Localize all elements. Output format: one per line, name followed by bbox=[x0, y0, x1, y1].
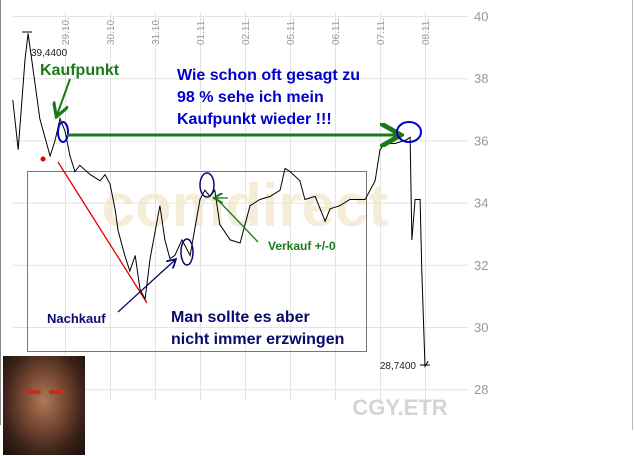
y-axis-labels: 28 30 32 34 36 38 40 bbox=[474, 9, 488, 397]
avatar-eye bbox=[49, 390, 65, 394]
verkauf-line bbox=[215, 197, 259, 243]
y-tick-label: 38 bbox=[474, 71, 488, 86]
x-tick-label: 08.11. bbox=[421, 18, 432, 45]
x-tick-label: 02.11. bbox=[241, 18, 252, 45]
x-tick-label: 07.11. bbox=[376, 18, 387, 45]
x-tick-label: 05.11. bbox=[286, 18, 297, 45]
x-tick-label: 01.11. bbox=[196, 18, 207, 45]
y-tick-label: 30 bbox=[474, 320, 488, 335]
kaufpunkt-label: Kaufpunkt bbox=[40, 62, 120, 79]
avatar bbox=[3, 356, 85, 455]
x-tick-label: 06.11. bbox=[331, 18, 342, 45]
box-annotation-line1: Man sollte es aber bbox=[171, 309, 310, 326]
target-circle bbox=[396, 121, 422, 143]
symbol-label: CGY.ETR bbox=[352, 395, 447, 420]
y-tick-label: 28 bbox=[474, 382, 488, 397]
annotation-box bbox=[27, 171, 367, 352]
nachkauf-circle bbox=[180, 238, 194, 266]
main-annotation-line1: Wie schon oft gesagt zu bbox=[177, 67, 360, 84]
verkauf-circle bbox=[199, 172, 215, 198]
red-dot bbox=[40, 156, 46, 162]
verkauf-label: Verkauf +/-0 bbox=[268, 239, 336, 253]
grid bbox=[13, 12, 468, 400]
y-tick-label: 32 bbox=[474, 258, 488, 273]
x-tick-label: 31.10. bbox=[151, 17, 162, 45]
nachkauf-arrow bbox=[117, 260, 175, 313]
main-annotation-line3: Kaufpunkt wieder !!! bbox=[177, 111, 332, 128]
high-label: 39,4400 bbox=[31, 48, 68, 59]
kaufpunkt-arrow bbox=[57, 78, 71, 115]
kaufpunkt-circle bbox=[57, 121, 69, 143]
nachkauf-label: Nachkauf bbox=[47, 311, 106, 326]
red-trendline bbox=[57, 161, 148, 304]
main-annotation-line2: 98 % sehe ich mein bbox=[177, 89, 324, 106]
box-annotation-line2: nicht immer erzwingen bbox=[171, 331, 344, 348]
x-axis-labels: 29.10. 30.10. 31.10. 01.11. 02.11. 05.11. 06.1… bbox=[61, 17, 432, 45]
y-tick-label: 40 bbox=[474, 9, 488, 24]
x-tick-label: 29.10. bbox=[61, 17, 72, 45]
x-tick-label: 30.10. bbox=[106, 17, 117, 45]
y-tick-label: 36 bbox=[474, 133, 488, 148]
low-label: 28,7400 bbox=[380, 361, 417, 372]
avatar-eye bbox=[25, 390, 41, 394]
y-tick-label: 34 bbox=[474, 196, 488, 211]
